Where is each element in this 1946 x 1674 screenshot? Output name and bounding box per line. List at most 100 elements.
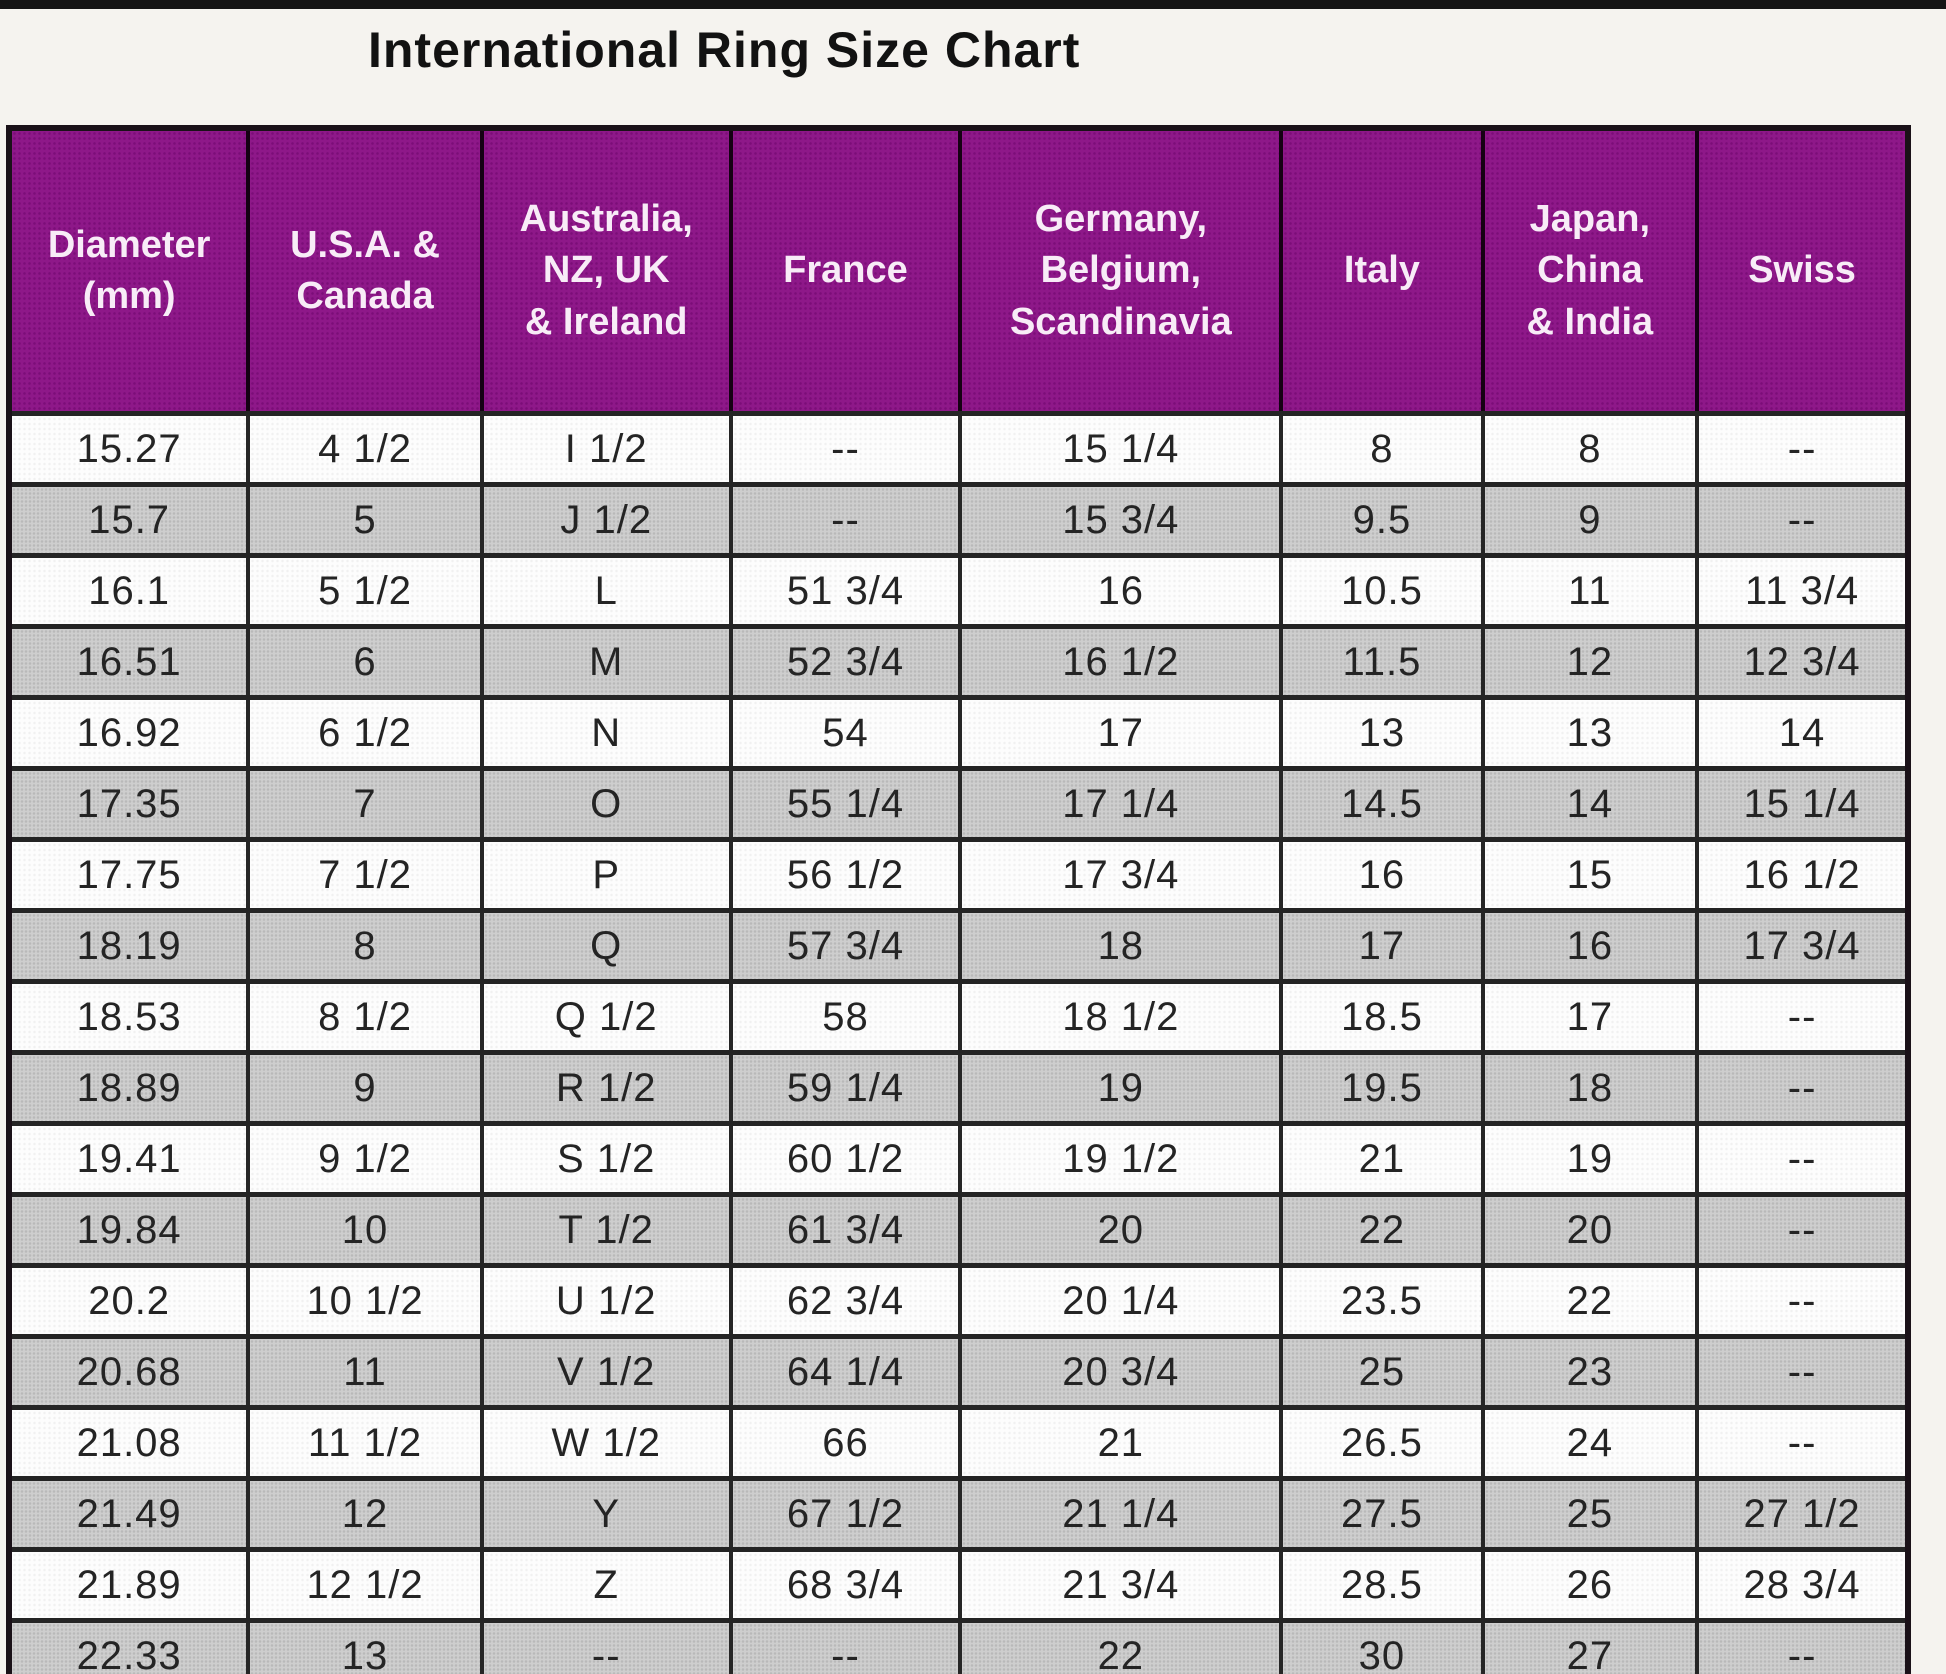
table-cell: 55 1/4 [728, 766, 963, 842]
table-cell: R 1/2 [479, 1050, 733, 1126]
table-row: 20.2 10 1/2 U 1/2 62 3/4 20 1/4 23.5 22 -- [6, 1263, 1910, 1339]
table-cell: 18.5 [1279, 979, 1485, 1055]
table-row: 16.51 6 M 52 3/4 16 1/2 11.5 12 12 3/4 [6, 624, 1910, 700]
table-cell: 22 [1480, 1263, 1700, 1339]
table-cell: 15 [1480, 837, 1700, 913]
table-cell: 16.92 [6, 695, 251, 771]
table-cell: -- [1695, 1618, 1910, 1674]
table-cell: 57 3/4 [728, 908, 963, 984]
table-cell: 9.5 [1279, 482, 1485, 558]
table-cell: 64 1/4 [728, 1334, 963, 1410]
table-cell: -- [1695, 1050, 1910, 1126]
table-cell: 17.35 [6, 766, 251, 842]
table-cell: 17 [958, 695, 1284, 771]
table-cell: 21 1/4 [958, 1476, 1284, 1552]
table-cell: 20.68 [6, 1334, 251, 1410]
table-cell: 17 3/4 [1695, 908, 1910, 984]
table-cell: 19 [958, 1050, 1284, 1126]
table-cell: -- [1695, 1192, 1910, 1268]
table-cell: 15 1/4 [958, 411, 1284, 487]
table-cell: V 1/2 [479, 1334, 733, 1410]
table-cell: 6 1/2 [246, 695, 484, 771]
table-cell: -- [1695, 1263, 1910, 1339]
table-cell: 22 [1279, 1192, 1485, 1268]
table-cell: 9 [1480, 482, 1700, 558]
table-cell: 11 3/4 [1695, 553, 1910, 629]
table-cell: -- [1695, 1405, 1910, 1481]
table-cell: 15 3/4 [958, 482, 1284, 558]
table-cell: 8 1/2 [246, 979, 484, 1055]
table-cell: N [479, 695, 733, 771]
table-cell: 13 [1480, 695, 1700, 771]
table-row: 19.84 10 T 1/2 61 3/4 20 22 20 -- [6, 1192, 1910, 1268]
table-cell: 20 1/4 [958, 1263, 1284, 1339]
table-row: 22.33 13 -- -- 22 30 27 -- [6, 1618, 1910, 1674]
table-row: 20.68 11 V 1/2 64 1/4 20 3/4 25 23 -- [6, 1334, 1910, 1410]
table-cell: 21.49 [6, 1476, 251, 1552]
table-cell: 20 [1480, 1192, 1700, 1268]
table-cell: 20 [958, 1192, 1284, 1268]
table-cell: 26 [1480, 1547, 1700, 1623]
table-cell: 20 3/4 [958, 1334, 1284, 1410]
table-cell: -- [1695, 1121, 1910, 1197]
table-cell: 61 3/4 [728, 1192, 963, 1268]
table-cell: 26.5 [1279, 1405, 1485, 1481]
table-cell: 15.27 [6, 411, 251, 487]
table-cell: 9 1/2 [246, 1121, 484, 1197]
table-cell: -- [728, 411, 963, 487]
table-row: 17.35 7 O 55 1/4 17 1/4 14.5 14 15 1/4 [6, 766, 1910, 842]
table-cell: 27.5 [1279, 1476, 1485, 1552]
table-cell: 19.5 [1279, 1050, 1485, 1126]
table-cell: 16.51 [6, 624, 251, 700]
table-row: 17.75 7 1/2 P 56 1/2 17 3/4 16 15 16 1/2 [6, 837, 1910, 913]
table-cell: T 1/2 [479, 1192, 733, 1268]
table-cell: 16 1/2 [1695, 837, 1910, 913]
table-cell: 18 [958, 908, 1284, 984]
table-cell: 23 [1480, 1334, 1700, 1410]
table-cell: 18 [1480, 1050, 1700, 1126]
table-cell: 11 [246, 1334, 484, 1410]
table-cell: 22 [958, 1618, 1284, 1674]
table-row: 18.19 8 Q 57 3/4 18 17 16 17 3/4 [6, 908, 1910, 984]
table-cell: 54 [728, 695, 963, 771]
table-cell: 18.19 [6, 908, 251, 984]
table-row: 18.89 9 R 1/2 59 1/4 19 19.5 18 -- [6, 1050, 1910, 1126]
table-cell: Z [479, 1547, 733, 1623]
table-row: 19.41 9 1/2 S 1/2 60 1/2 19 1/2 21 19 -- [6, 1121, 1910, 1197]
table-cell: 18.53 [6, 979, 251, 1055]
table-cell: 16 [1480, 908, 1700, 984]
table-cell: -- [728, 1618, 963, 1674]
table-cell: I 1/2 [479, 411, 733, 487]
table-cell: 17.75 [6, 837, 251, 913]
table-cell: 6 [246, 624, 484, 700]
table-cell: -- [479, 1618, 733, 1674]
table-cell: 8 [246, 908, 484, 984]
table-cell: 25 [1279, 1334, 1485, 1410]
table-cell: 24 [1480, 1405, 1700, 1481]
table-cell: 21 [958, 1405, 1284, 1481]
table-header: Diameter (mm) U.S.A. & Canada Australia, N… [6, 126, 1910, 416]
table-cell: 18.89 [6, 1050, 251, 1126]
table-cell: M [479, 624, 733, 700]
table-cell: L [479, 553, 733, 629]
table-cell: 14 [1695, 695, 1910, 771]
table-cell: 60 1/2 [728, 1121, 963, 1197]
table-cell: 19.41 [6, 1121, 251, 1197]
table-cell: 14.5 [1279, 766, 1485, 842]
table-row: 16.1 5 1/2 L 51 3/4 16 10.5 11 11 3/4 [6, 553, 1910, 629]
table-cell: 17 [1480, 979, 1700, 1055]
table-cell: 10 1/2 [246, 1263, 484, 1339]
table-cell: Q [479, 908, 733, 984]
table-cell: 30 [1279, 1618, 1485, 1674]
table-cell: 19 1/2 [958, 1121, 1284, 1197]
table-cell: 23.5 [1279, 1263, 1485, 1339]
table-cell: 12 [1480, 624, 1700, 700]
table-row: 18.53 8 1/2 Q 1/2 58 18 1/2 18.5 17 -- [6, 979, 1910, 1055]
table-cell: 11.5 [1279, 624, 1485, 700]
table-cell: 21.08 [6, 1405, 251, 1481]
table-cell: 20.2 [6, 1263, 251, 1339]
ring-size-table: Diameter (mm) U.S.A. & Canada Australia, N… [6, 125, 1911, 1674]
table-cell: 8 [1480, 411, 1700, 487]
table-cell: 58 [728, 979, 963, 1055]
table-row: 21.89 12 1/2 Z 68 3/4 21 3/4 28.5 26 28 3/4 [6, 1547, 1910, 1623]
